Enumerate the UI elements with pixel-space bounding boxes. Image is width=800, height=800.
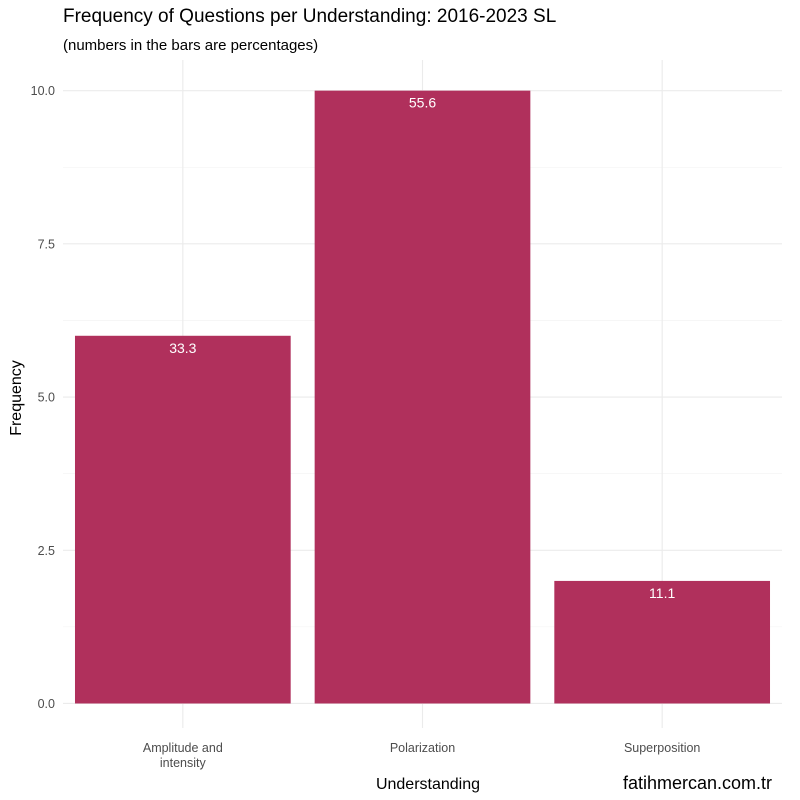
bar xyxy=(554,580,771,704)
bars xyxy=(74,90,771,704)
x-tick-label: Superposition xyxy=(624,741,700,755)
caption: fatihmercan.com.tr xyxy=(623,773,772,793)
chart-title: Frequency of Questions per Understanding… xyxy=(63,6,556,27)
x-axis-ticks: Amplitude and intensity Polarization Superp… xyxy=(143,741,701,770)
y-tick-label: 0.0 xyxy=(38,697,55,711)
bar-value-label: 33.3 xyxy=(169,340,196,356)
y-tick-label: 2.5 xyxy=(38,544,55,558)
chart-subtitle: (numbers in the bars are percentages) xyxy=(63,37,318,54)
x-tick-label: Polarization xyxy=(390,741,455,755)
bar-value-label: 55.6 xyxy=(409,95,436,111)
bar-value-label: 11.1 xyxy=(649,585,675,601)
bar xyxy=(74,335,291,704)
x-axis-title: Understanding xyxy=(376,776,480,793)
y-axis-ticks: 0.0 2.5 5.0 7.5 10.0 xyxy=(31,84,55,711)
x-tick-label: Amplitude and intensity xyxy=(143,741,223,770)
bar-labels: 33.3 55.6 11.1 xyxy=(169,95,675,601)
y-axis-title: Frequency xyxy=(8,360,25,436)
y-tick-label: 10.0 xyxy=(31,84,55,98)
y-tick-label: 7.5 xyxy=(38,237,55,251)
y-tick-label: 5.0 xyxy=(38,391,55,405)
bar xyxy=(314,90,531,704)
